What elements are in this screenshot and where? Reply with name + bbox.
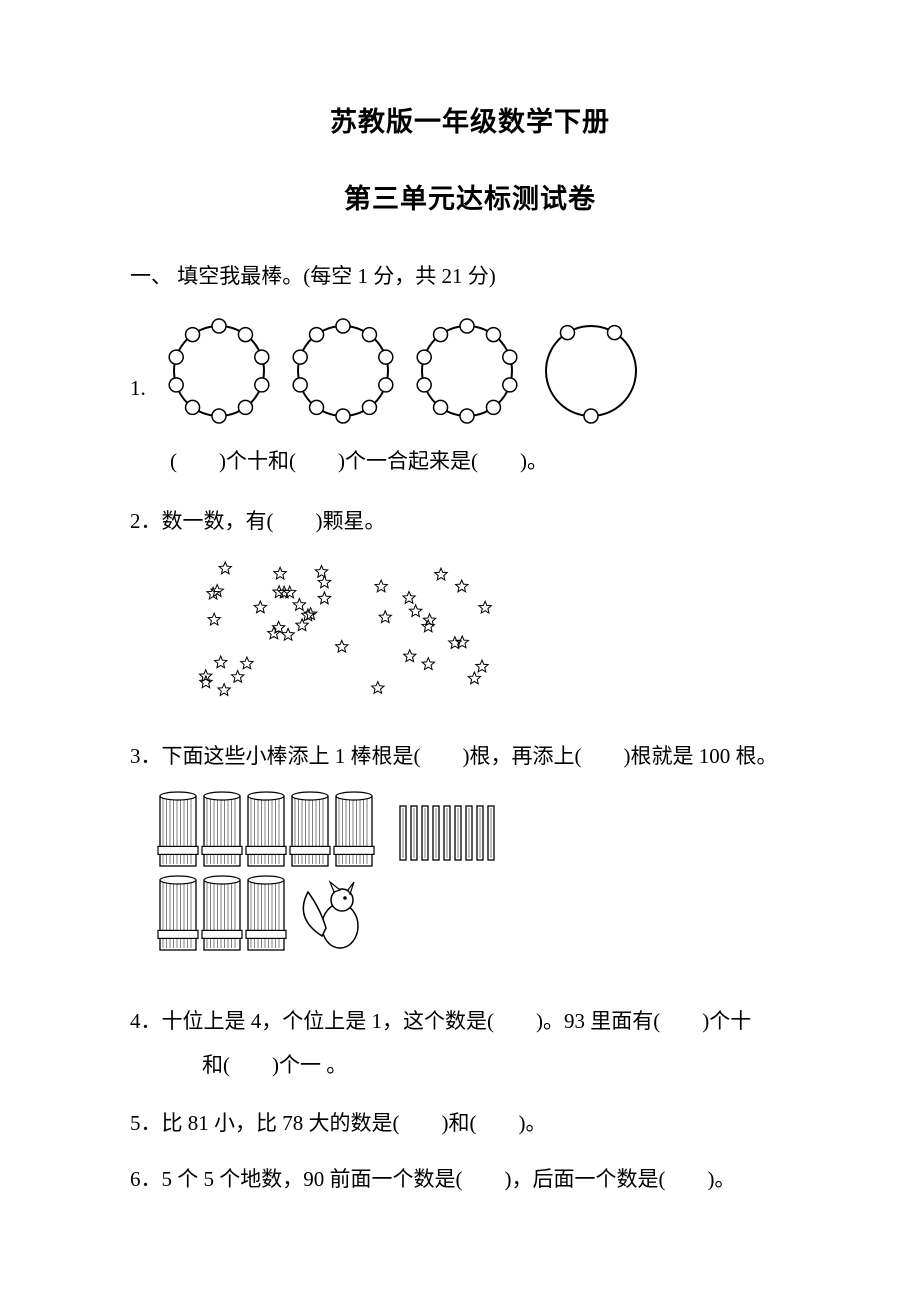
bead-ring — [288, 316, 398, 426]
bead-rings — [164, 316, 660, 431]
page-title: 苏教版一年级数学下册 — [130, 100, 810, 139]
page-subtitle: 第三单元达标测试卷 — [130, 177, 810, 216]
bead-ring — [412, 316, 522, 426]
bead-ring — [164, 316, 274, 426]
q5-text: 5．比 81 小，比 78 大的数是( )和( )。 — [130, 1107, 810, 1137]
q1-number: 1. — [130, 376, 146, 431]
sticks-svg — [150, 788, 570, 958]
sticks-figure — [130, 788, 810, 963]
worksheet-page: 苏教版一年级数学下册 第三单元达标测试卷 一、 填空我最棒。(每空 1 分，共 … — [0, 0, 920, 1302]
q4-line2: 和( )个一 。 — [130, 1043, 810, 1087]
bead-ring — [536, 316, 646, 426]
q2-text: 2．数一数，有( )颗星。 — [130, 505, 810, 535]
q1-text: ( )个十和( )个一合起来是( )。 — [130, 445, 810, 475]
section-1-heading: 一、 填空我最棒。(每空 1 分，共 21 分) — [130, 260, 810, 290]
q3-text: 3．下面这些小棒添上 1 棒根是( )根，再添上( )根就是 100 根。 — [130, 740, 810, 770]
stars-figure — [130, 547, 810, 712]
stars-svg — [170, 547, 510, 707]
q1-figure: 1. — [130, 316, 810, 431]
q4: 4．十位上是 4，个位上是 1，这个数是( )。93 里面有( )个十 和( )… — [130, 999, 810, 1087]
q6-text: 6．5 个 5 个地数，90 前面一个数是( )，后面一个数是( )。 — [130, 1163, 810, 1193]
q4-line1: 4．十位上是 4，个位上是 1，这个数是( )。93 里面有( )个十 — [130, 999, 810, 1043]
